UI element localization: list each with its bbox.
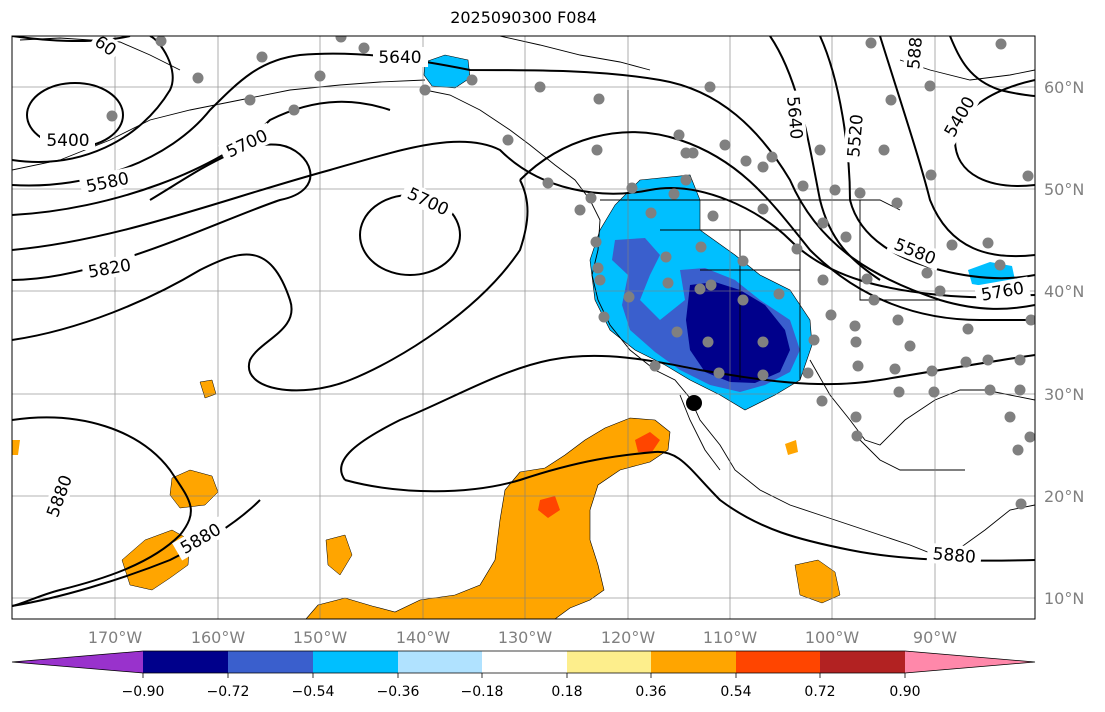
colorbar-tick-label: 0.54 xyxy=(720,684,751,700)
contour-label: 5880 xyxy=(904,25,928,70)
colorbar-tick-label: −0.90 xyxy=(122,684,165,700)
colorbar-tick-label: −0.72 xyxy=(207,684,250,700)
lat-tick-label: 50°N xyxy=(1044,180,1084,199)
colorbar-bin xyxy=(482,651,567,673)
colorbar-bin xyxy=(820,651,905,673)
colorbar-bin xyxy=(736,651,820,673)
lat-tick-label: 40°N xyxy=(1044,282,1084,301)
colorbar-overflow xyxy=(905,651,1035,673)
contour-label: 5640 xyxy=(378,48,421,68)
colorbar-bin xyxy=(143,651,228,673)
lat-tick-label: 30°N xyxy=(1044,385,1084,404)
lon-tick-label: 100°W xyxy=(805,628,860,647)
latitude-axis: 60°N 50°N 40°N 30°N 20°N 10°N xyxy=(1044,78,1084,608)
station-markers xyxy=(106,36,1035,510)
lon-tick-label: 130°W xyxy=(498,628,553,647)
colorbar-bin xyxy=(313,651,398,673)
contour-label: 5520 xyxy=(844,113,868,158)
colorbar-tick-label: 0.90 xyxy=(889,684,920,700)
colorbar-tick-label: 0.18 xyxy=(551,684,582,700)
colorbar-tick-label: −0.18 xyxy=(461,684,504,700)
lon-tick-label: 90°W xyxy=(913,628,957,647)
lat-tick-label: 20°N xyxy=(1044,487,1084,506)
lon-tick-label: 170°W xyxy=(88,628,143,647)
contour-label: 5880 xyxy=(932,544,977,568)
colorbar-bin xyxy=(228,651,313,673)
colorbar-bin xyxy=(398,651,482,673)
map-frame xyxy=(11,35,1036,620)
colorbar-tick-label: −0.36 xyxy=(377,684,420,700)
colorbar-tick-label: −0.54 xyxy=(292,684,335,700)
lat-tick-label: 60°N xyxy=(1044,78,1084,97)
lon-tick-label: 160°W xyxy=(191,628,246,647)
colorbar-bin xyxy=(567,651,651,673)
featured-location-marker xyxy=(686,395,702,411)
colorbar-underflow xyxy=(12,651,143,673)
lat-tick-label: 10°N xyxy=(1044,589,1084,608)
colorbar-tick-label: 0.36 xyxy=(635,684,666,700)
colorbar: −0.90 −0.72 −0.54 −0.36 −0.18 0.18 0.36 … xyxy=(11,650,1036,700)
positive-anomaly-field xyxy=(12,379,841,619)
lon-tick-label: 150°W xyxy=(293,628,348,647)
map-title: 2025090300 F084 xyxy=(450,8,597,27)
contour-label: 5400 xyxy=(46,131,89,151)
contour-label: 5640 xyxy=(782,95,806,140)
colorbar-bin xyxy=(651,651,736,673)
lon-tick-label: 110°W xyxy=(703,628,758,647)
map-panel: 5640 5400 5700 5580 5700 5820 5880 xyxy=(12,25,1035,619)
colorbar-tick-label: 0.72 xyxy=(804,684,835,700)
lon-tick-label: 120°W xyxy=(601,628,656,647)
longitude-axis: 170°W 160°W 150°W 140°W 130°W 120°W 110°… xyxy=(88,628,957,647)
lon-tick-label: 140°W xyxy=(396,628,451,647)
